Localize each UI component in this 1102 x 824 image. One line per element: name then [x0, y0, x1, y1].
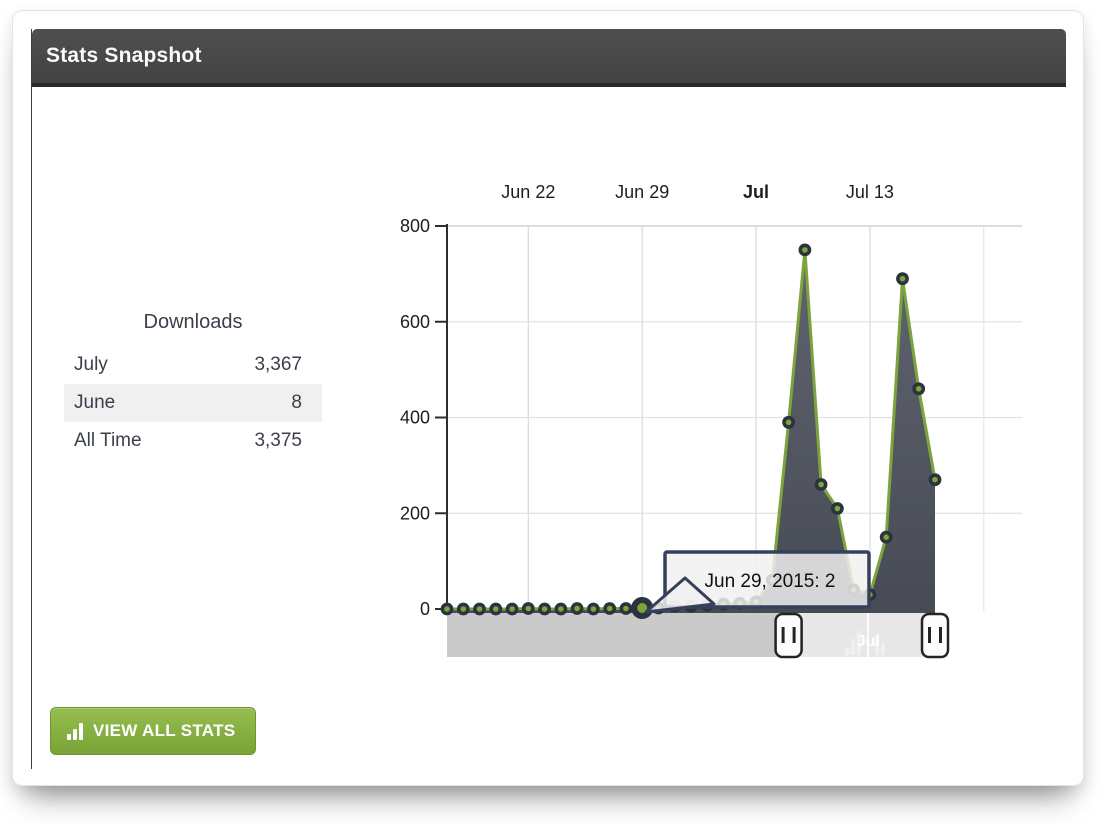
tooltip-pointer [644, 576, 716, 614]
slider-handle-right[interactable] [920, 612, 950, 659]
card-header: Stats Snapshot [32, 29, 1066, 87]
data-point[interactable] [440, 602, 454, 616]
x-tick-label: Jun 29 [615, 182, 669, 202]
grip-bars-icon [928, 627, 931, 643]
downloads-table-header: Downloads [143, 311, 243, 333]
data-point[interactable] [831, 502, 844, 515]
data-point[interactable] [521, 602, 535, 615]
data-point[interactable] [928, 473, 942, 487]
data-point[interactable] [456, 602, 470, 616]
view-all-stats-label: VIEW ALL STATS [93, 721, 236, 740]
data-point[interactable] [570, 602, 584, 615]
x-tick-label: Jul [743, 182, 769, 202]
grip-bars-icon [792, 627, 796, 643]
y-tick-label: 400 [400, 408, 430, 428]
row-value: 3,367 [254, 354, 302, 375]
grip-bars-icon [781, 627, 785, 643]
data-point[interactable] [505, 602, 519, 616]
data-point[interactable] [912, 382, 926, 396]
data-point[interactable] [554, 602, 568, 616]
table-row-june: June 8 [64, 384, 322, 422]
y-tick-label: 0 [420, 599, 430, 619]
mini-chart-bar [851, 639, 855, 655]
downloads-table: Downloads July 3,367 June 8 All Time 3,3… [64, 311, 322, 460]
data-point[interactable] [489, 602, 503, 616]
tooltip-text: Jun 29, 2015: 2 [705, 571, 836, 592]
row-value: 3,375 [254, 430, 302, 451]
row-label: July [74, 354, 108, 375]
slider-month-label: Jul [857, 633, 880, 650]
row-label: All Time [74, 430, 142, 451]
table-row-july: July 3,367 [64, 346, 322, 384]
data-point[interactable] [782, 415, 795, 429]
data-point[interactable] [603, 602, 617, 615]
area-fill [447, 249, 935, 615]
slider-track[interactable] [447, 613, 789, 657]
data-point[interactable] [619, 602, 633, 615]
mini-chart-bar [857, 631, 861, 655]
table-row-alltime: All Time 3,375 [64, 422, 322, 460]
data-point[interactable] [814, 478, 828, 491]
hovered-data-point[interactable] [631, 597, 654, 619]
data-point[interactable] [798, 243, 812, 257]
data-point[interactable] [538, 602, 551, 616]
bar-chart-icon [67, 722, 83, 740]
row-value: 8 [291, 392, 302, 413]
stats-snapshot-card: Stats Snapshot Downloads July 3,367 June… [31, 29, 1066, 769]
grip-bars-icon [939, 627, 942, 643]
mini-chart-bar [881, 643, 885, 655]
data-point[interactable] [879, 530, 893, 544]
mini-chart-bar [875, 635, 879, 655]
y-tick-label: 600 [400, 312, 430, 332]
x-tick-label: Jul 13 [846, 182, 894, 202]
x-tick-label: Jun 22 [501, 182, 555, 202]
data-point[interactable] [587, 602, 600, 616]
widget-frame: Stats Snapshot Downloads July 3,367 June… [12, 10, 1084, 786]
mini-chart-bar [845, 647, 849, 655]
y-tick-label: 200 [400, 503, 430, 523]
chart-area: 0 200 400 600 800 Jun 22 Jun 29 Jul Jul 13 Jul Jun… [362, 151, 1042, 699]
downloads-chart[interactable]: 0 200 400 600 800 Jun 22 Jun 29 Jul Jul 13 Jul Jun… [362, 151, 1042, 699]
data-point[interactable] [896, 272, 909, 286]
page-title: Stats Snapshot [46, 44, 202, 67]
y-tick-label: 800 [400, 216, 430, 236]
data-point[interactable] [473, 602, 486, 616]
slider-handle-left[interactable] [774, 612, 803, 659]
view-all-stats-button[interactable]: VIEW ALL STATS [50, 707, 257, 755]
row-label: June [74, 392, 116, 413]
chart-tooltip [663, 550, 871, 609]
